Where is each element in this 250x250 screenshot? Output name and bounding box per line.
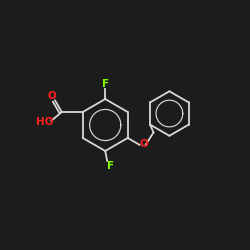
- Text: F: F: [106, 160, 114, 170]
- Text: HO: HO: [36, 117, 53, 127]
- Text: F: F: [102, 80, 109, 90]
- Text: O: O: [48, 91, 56, 101]
- Text: O: O: [139, 138, 148, 148]
